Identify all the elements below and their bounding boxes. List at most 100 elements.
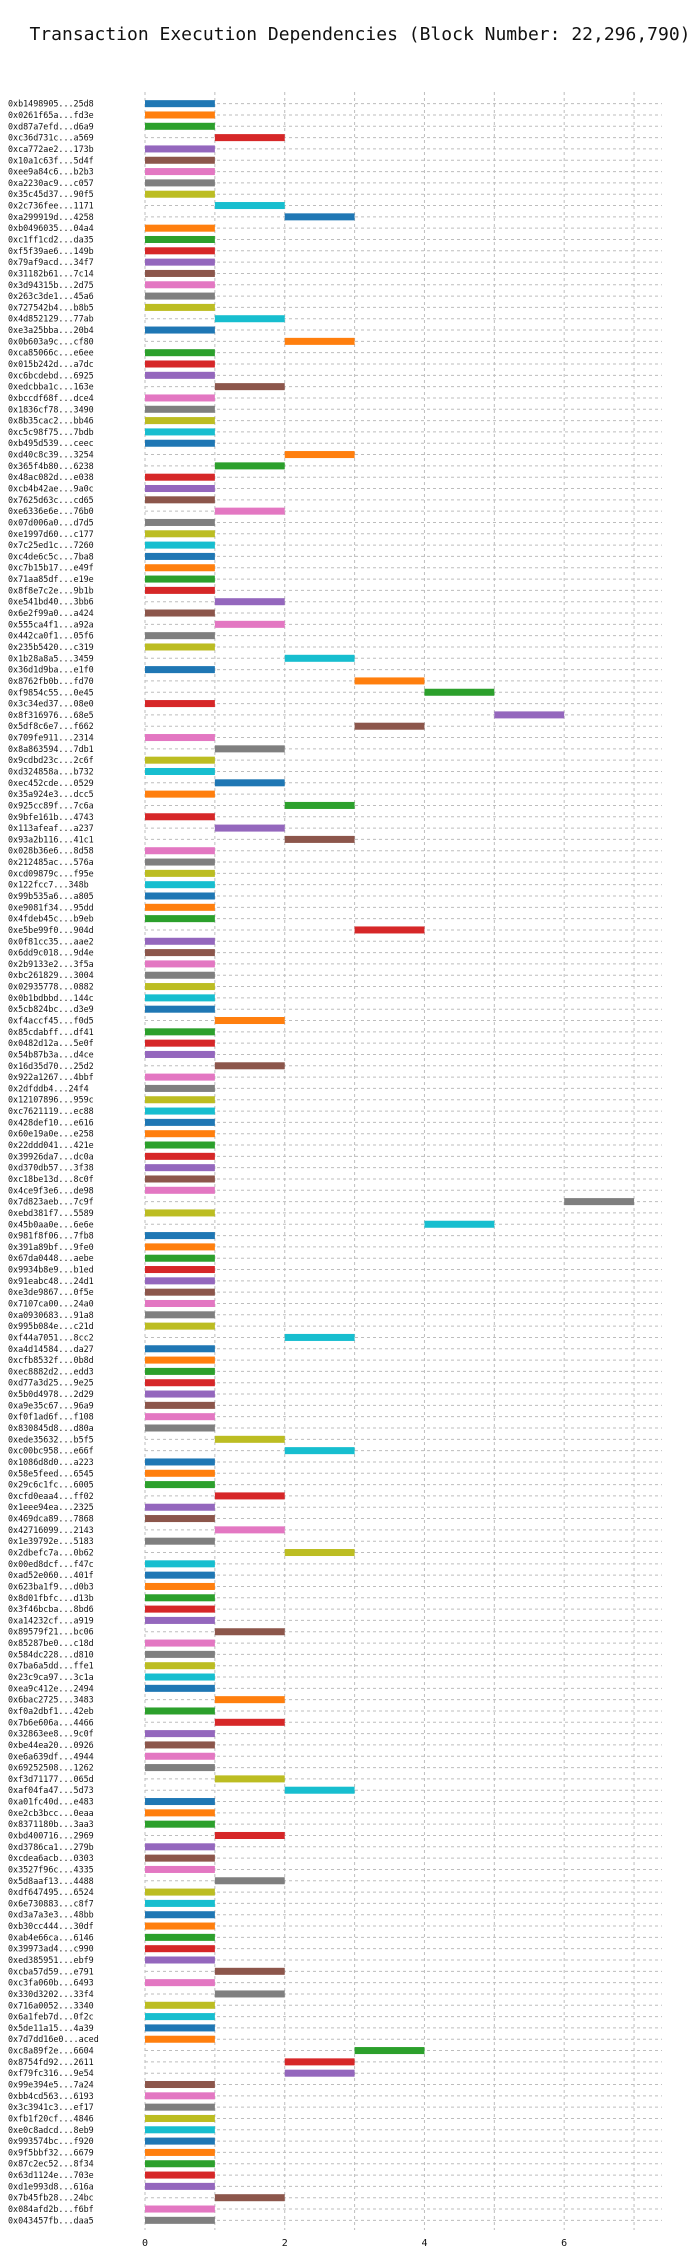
transaction-bar[interactable]	[145, 1923, 215, 1930]
transaction-bar[interactable]	[145, 892, 215, 899]
transaction-bar[interactable]	[424, 689, 494, 696]
transaction-bar[interactable]	[145, 2183, 215, 2190]
transaction-bar[interactable]	[215, 1492, 285, 1499]
transaction-bar[interactable]	[285, 1334, 355, 1341]
transaction-bar[interactable]	[145, 2138, 215, 2145]
transaction-bar[interactable]	[145, 1956, 215, 1963]
transaction-bar[interactable]	[145, 1243, 215, 1250]
transaction-bar[interactable]	[215, 2194, 285, 2201]
transaction-bar[interactable]	[215, 621, 285, 628]
transaction-bar[interactable]	[145, 881, 215, 888]
transaction-bar[interactable]	[145, 1266, 215, 1273]
transaction-bar[interactable]	[145, 2160, 215, 2167]
transaction-bar[interactable]	[145, 904, 215, 911]
transaction-bar[interactable]	[145, 372, 215, 379]
transaction-bar[interactable]	[215, 1775, 285, 1782]
transaction-bar[interactable]	[145, 734, 215, 741]
transaction-bar[interactable]	[285, 451, 355, 458]
transaction-bar[interactable]	[145, 281, 215, 288]
transaction-bar[interactable]	[215, 598, 285, 605]
transaction-bar[interactable]	[145, 1323, 215, 1330]
transaction-bar[interactable]	[215, 1062, 285, 1069]
transaction-bar[interactable]	[355, 723, 425, 730]
transaction-bar[interactable]	[145, 791, 215, 798]
transaction-bar[interactable]	[145, 994, 215, 1001]
transaction-bar[interactable]	[145, 1900, 215, 1907]
transaction-bar[interactable]	[145, 643, 215, 650]
transaction-bar[interactable]	[145, 1209, 215, 1216]
transaction-bar[interactable]	[145, 1130, 215, 1137]
transaction-bar[interactable]	[145, 179, 215, 186]
transaction-bar[interactable]	[145, 2013, 215, 2020]
transaction-bar[interactable]	[145, 304, 215, 311]
transaction-bar[interactable]	[145, 847, 215, 854]
transaction-bar[interactable]	[564, 1198, 634, 1205]
transaction-bar[interactable]	[145, 1368, 215, 1375]
transaction-bar[interactable]	[145, 293, 215, 300]
transaction-bar[interactable]	[145, 813, 215, 820]
transaction-bar[interactable]	[145, 972, 215, 979]
transaction-bar[interactable]	[145, 1458, 215, 1465]
transaction-bar[interactable]	[215, 134, 285, 141]
transaction-bar[interactable]	[145, 349, 215, 356]
transaction-bar[interactable]	[145, 1096, 215, 1103]
transaction-bar[interactable]	[145, 1164, 215, 1171]
transaction-bar[interactable]	[145, 1379, 215, 1386]
transaction-bar[interactable]	[145, 666, 215, 673]
transaction-bar[interactable]	[355, 2047, 425, 2054]
transaction-bar[interactable]	[494, 711, 564, 718]
transaction-bar[interactable]	[145, 394, 215, 401]
transaction-bar[interactable]	[215, 383, 285, 390]
transaction-bar[interactable]	[145, 1424, 215, 1431]
transaction-bar[interactable]	[145, 2126, 215, 2133]
transaction-bar[interactable]	[215, 462, 285, 469]
transaction-bar[interactable]	[145, 1515, 215, 1522]
transaction-bar[interactable]	[145, 960, 215, 967]
transaction-bar[interactable]	[215, 1719, 285, 1726]
transaction-bar[interactable]	[145, 1855, 215, 1862]
transaction-bar[interactable]	[145, 587, 215, 594]
transaction-bar[interactable]	[285, 2058, 355, 2065]
transaction-bar[interactable]	[145, 2172, 215, 2179]
transaction-bar[interactable]	[145, 1753, 215, 1760]
transaction-bar[interactable]	[145, 576, 215, 583]
transaction-bar[interactable]	[145, 1085, 215, 1092]
transaction-bar[interactable]	[145, 1504, 215, 1511]
transaction-bar[interactable]	[145, 1175, 215, 1182]
transaction-bar[interactable]	[145, 553, 215, 560]
transaction-bar[interactable]	[145, 1006, 215, 1013]
transaction-bar[interactable]	[145, 2149, 215, 2156]
transaction-bar[interactable]	[145, 360, 215, 367]
transaction-bar[interactable]	[145, 1074, 215, 1081]
transaction-bar[interactable]	[145, 610, 215, 617]
transaction-bar[interactable]	[145, 1413, 215, 1420]
transaction-bar[interactable]	[145, 859, 215, 866]
transaction-bar[interactable]	[145, 1357, 215, 1364]
transaction-bar[interactable]	[145, 1289, 215, 1296]
transaction-bar[interactable]	[145, 1764, 215, 1771]
transaction-bar[interactable]	[215, 1696, 285, 1703]
transaction-bar[interactable]	[145, 236, 215, 243]
transaction-bar[interactable]	[424, 1221, 494, 1228]
transaction-bar[interactable]	[145, 1277, 215, 1284]
transaction-bar[interactable]	[215, 745, 285, 752]
transaction-bar[interactable]	[145, 270, 215, 277]
transaction-bar[interactable]	[145, 474, 215, 481]
transaction-bar[interactable]	[145, 1051, 215, 1058]
transaction-bar[interactable]	[145, 168, 215, 175]
transaction-bar[interactable]	[285, 802, 355, 809]
transaction-bar[interactable]	[145, 157, 215, 164]
transaction-bar[interactable]	[145, 1187, 215, 1194]
transaction-bar[interactable]	[285, 1549, 355, 1556]
transaction-bar[interactable]	[215, 1877, 285, 1884]
transaction-bar[interactable]	[215, 1832, 285, 1839]
transaction-bar[interactable]	[215, 1968, 285, 1975]
transaction-bar[interactable]	[145, 519, 215, 526]
transaction-bar[interactable]	[145, 632, 215, 639]
transaction-bar[interactable]	[215, 779, 285, 786]
transaction-bar[interactable]	[285, 655, 355, 662]
transaction-bar[interactable]	[145, 2217, 215, 2224]
transaction-bar[interactable]	[145, 1798, 215, 1805]
transaction-bar[interactable]	[145, 2036, 215, 2043]
transaction-bar[interactable]	[145, 259, 215, 266]
